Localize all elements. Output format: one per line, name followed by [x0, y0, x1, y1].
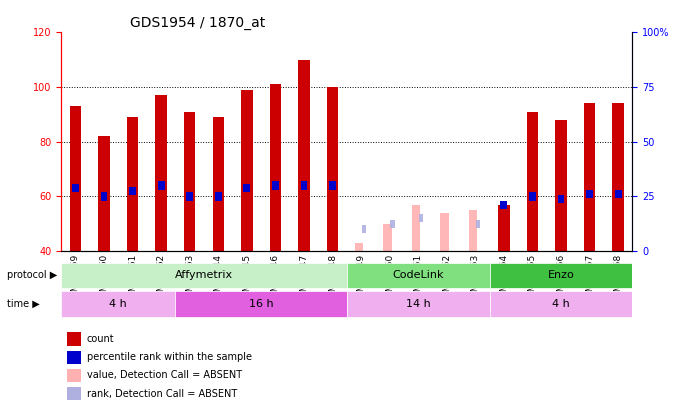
Bar — [469, 210, 477, 251]
Bar — [440, 213, 449, 251]
Bar — [527, 112, 538, 251]
Text: percentile rank within the sample: percentile rank within the sample — [87, 352, 252, 362]
Bar — [213, 117, 224, 251]
Bar — [419, 214, 423, 222]
Bar — [270, 84, 281, 251]
FancyBboxPatch shape — [61, 262, 347, 288]
FancyBboxPatch shape — [347, 262, 490, 288]
Text: count: count — [87, 334, 114, 344]
Bar — [354, 243, 363, 251]
Bar — [613, 103, 624, 251]
Bar — [476, 220, 480, 228]
Text: 4 h: 4 h — [109, 299, 127, 309]
Bar — [156, 95, 167, 251]
Bar — [529, 192, 536, 200]
Bar — [383, 224, 392, 251]
Bar — [586, 190, 593, 198]
Bar — [272, 181, 279, 190]
Bar — [558, 195, 564, 203]
Bar — [329, 181, 336, 190]
Bar — [101, 192, 107, 200]
FancyBboxPatch shape — [490, 291, 632, 317]
Bar — [67, 369, 81, 382]
Bar — [498, 205, 509, 251]
Bar — [500, 200, 507, 209]
Bar — [186, 192, 193, 200]
Bar — [584, 103, 595, 251]
Text: Affymetrix: Affymetrix — [175, 271, 233, 280]
Bar — [243, 184, 250, 192]
FancyBboxPatch shape — [490, 262, 632, 288]
Text: 16 h: 16 h — [249, 299, 273, 309]
Text: CodeLink: CodeLink — [392, 271, 444, 280]
Bar — [390, 220, 394, 228]
Bar — [299, 60, 309, 251]
Bar — [301, 181, 307, 190]
Bar — [67, 387, 81, 400]
Bar — [411, 205, 420, 251]
Text: rank, Detection Call = ABSENT: rank, Detection Call = ABSENT — [87, 389, 237, 399]
Text: Enzo: Enzo — [547, 271, 575, 280]
Bar — [241, 90, 252, 251]
Bar — [362, 225, 366, 233]
FancyBboxPatch shape — [175, 291, 347, 317]
Text: GDS1954 / 1870_at: GDS1954 / 1870_at — [130, 16, 265, 30]
Bar — [556, 120, 566, 251]
Bar — [215, 192, 222, 200]
Bar — [127, 117, 138, 251]
FancyBboxPatch shape — [347, 291, 490, 317]
FancyBboxPatch shape — [61, 291, 175, 317]
Bar — [99, 136, 109, 251]
Bar — [67, 333, 81, 345]
Bar — [327, 87, 338, 251]
Bar — [615, 190, 622, 198]
Bar — [72, 184, 79, 192]
Text: 14 h: 14 h — [406, 299, 430, 309]
Text: value, Detection Call = ABSENT: value, Detection Call = ABSENT — [87, 371, 242, 380]
Bar — [129, 187, 136, 195]
Bar — [158, 181, 165, 190]
Text: 4 h: 4 h — [552, 299, 570, 309]
Text: protocol ▶: protocol ▶ — [7, 271, 57, 280]
Text: time ▶: time ▶ — [7, 299, 39, 309]
Bar — [184, 112, 195, 251]
Bar — [67, 351, 81, 364]
Bar — [70, 106, 81, 251]
